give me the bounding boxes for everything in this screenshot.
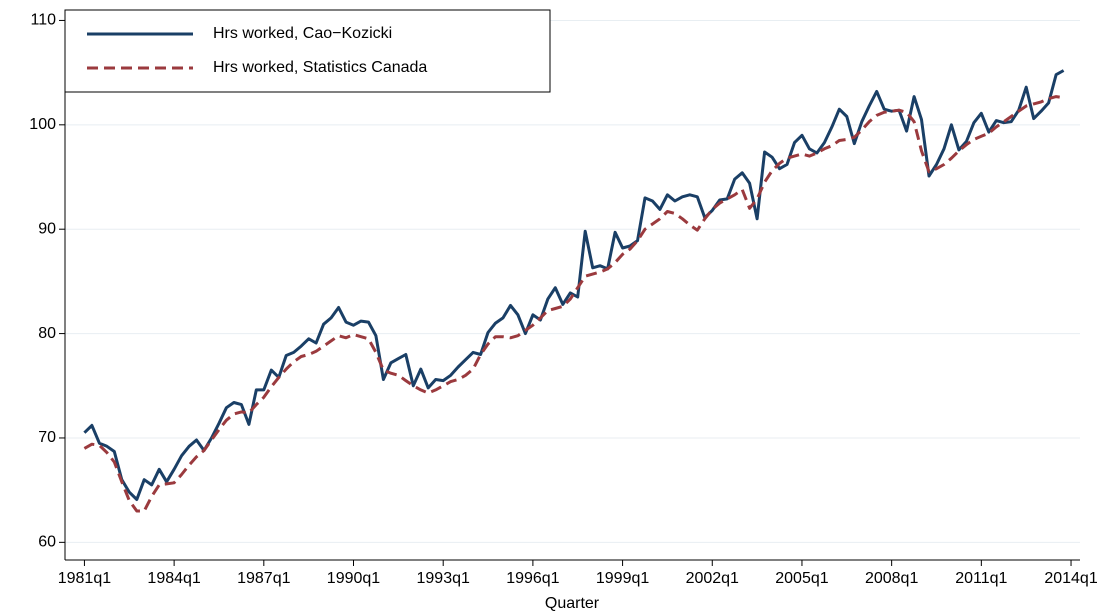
- legend-label: Hrs worked, Cao−Kozicki: [213, 25, 392, 42]
- x-tick-label: 1984q1: [147, 570, 200, 587]
- series-line: [83, 69, 1065, 501]
- legend: Hrs worked, Cao−Kozicki Hrs worked, Stati…: [64, 9, 551, 93]
- y-tick-label: 110: [30, 12, 56, 29]
- y-tick-label: 80: [38, 325, 56, 342]
- x-tick-label: 1993q1: [417, 570, 470, 587]
- legend-label: Hrs worked, Statistics Canada: [213, 59, 427, 76]
- x-tick-label: 2011q1: [955, 570, 1007, 587]
- y-tick-label: 100: [29, 116, 56, 133]
- legend-box: [64, 9, 551, 93]
- y-tick-label: 60: [38, 534, 56, 551]
- y-tick-label: 90: [38, 220, 56, 237]
- x-tick-label: 1999q1: [596, 570, 649, 587]
- x-tick-label: 1981q1: [58, 570, 111, 587]
- x-tick-label: 2005q1: [775, 570, 828, 587]
- x-tick-label: 2002q1: [686, 570, 739, 587]
- x-axis-title: Quarter: [545, 595, 600, 612]
- x-tick-label: 2008q1: [865, 570, 918, 587]
- x-tick-label: 2014q1: [1044, 570, 1097, 587]
- x-tick-label: 1996q1: [506, 570, 559, 587]
- x-tick-label: 1990q1: [327, 570, 380, 587]
- series-line: [83, 95, 1064, 513]
- x-tick-label: 1987q1: [237, 570, 290, 587]
- y-tick-label: 70: [38, 429, 56, 446]
